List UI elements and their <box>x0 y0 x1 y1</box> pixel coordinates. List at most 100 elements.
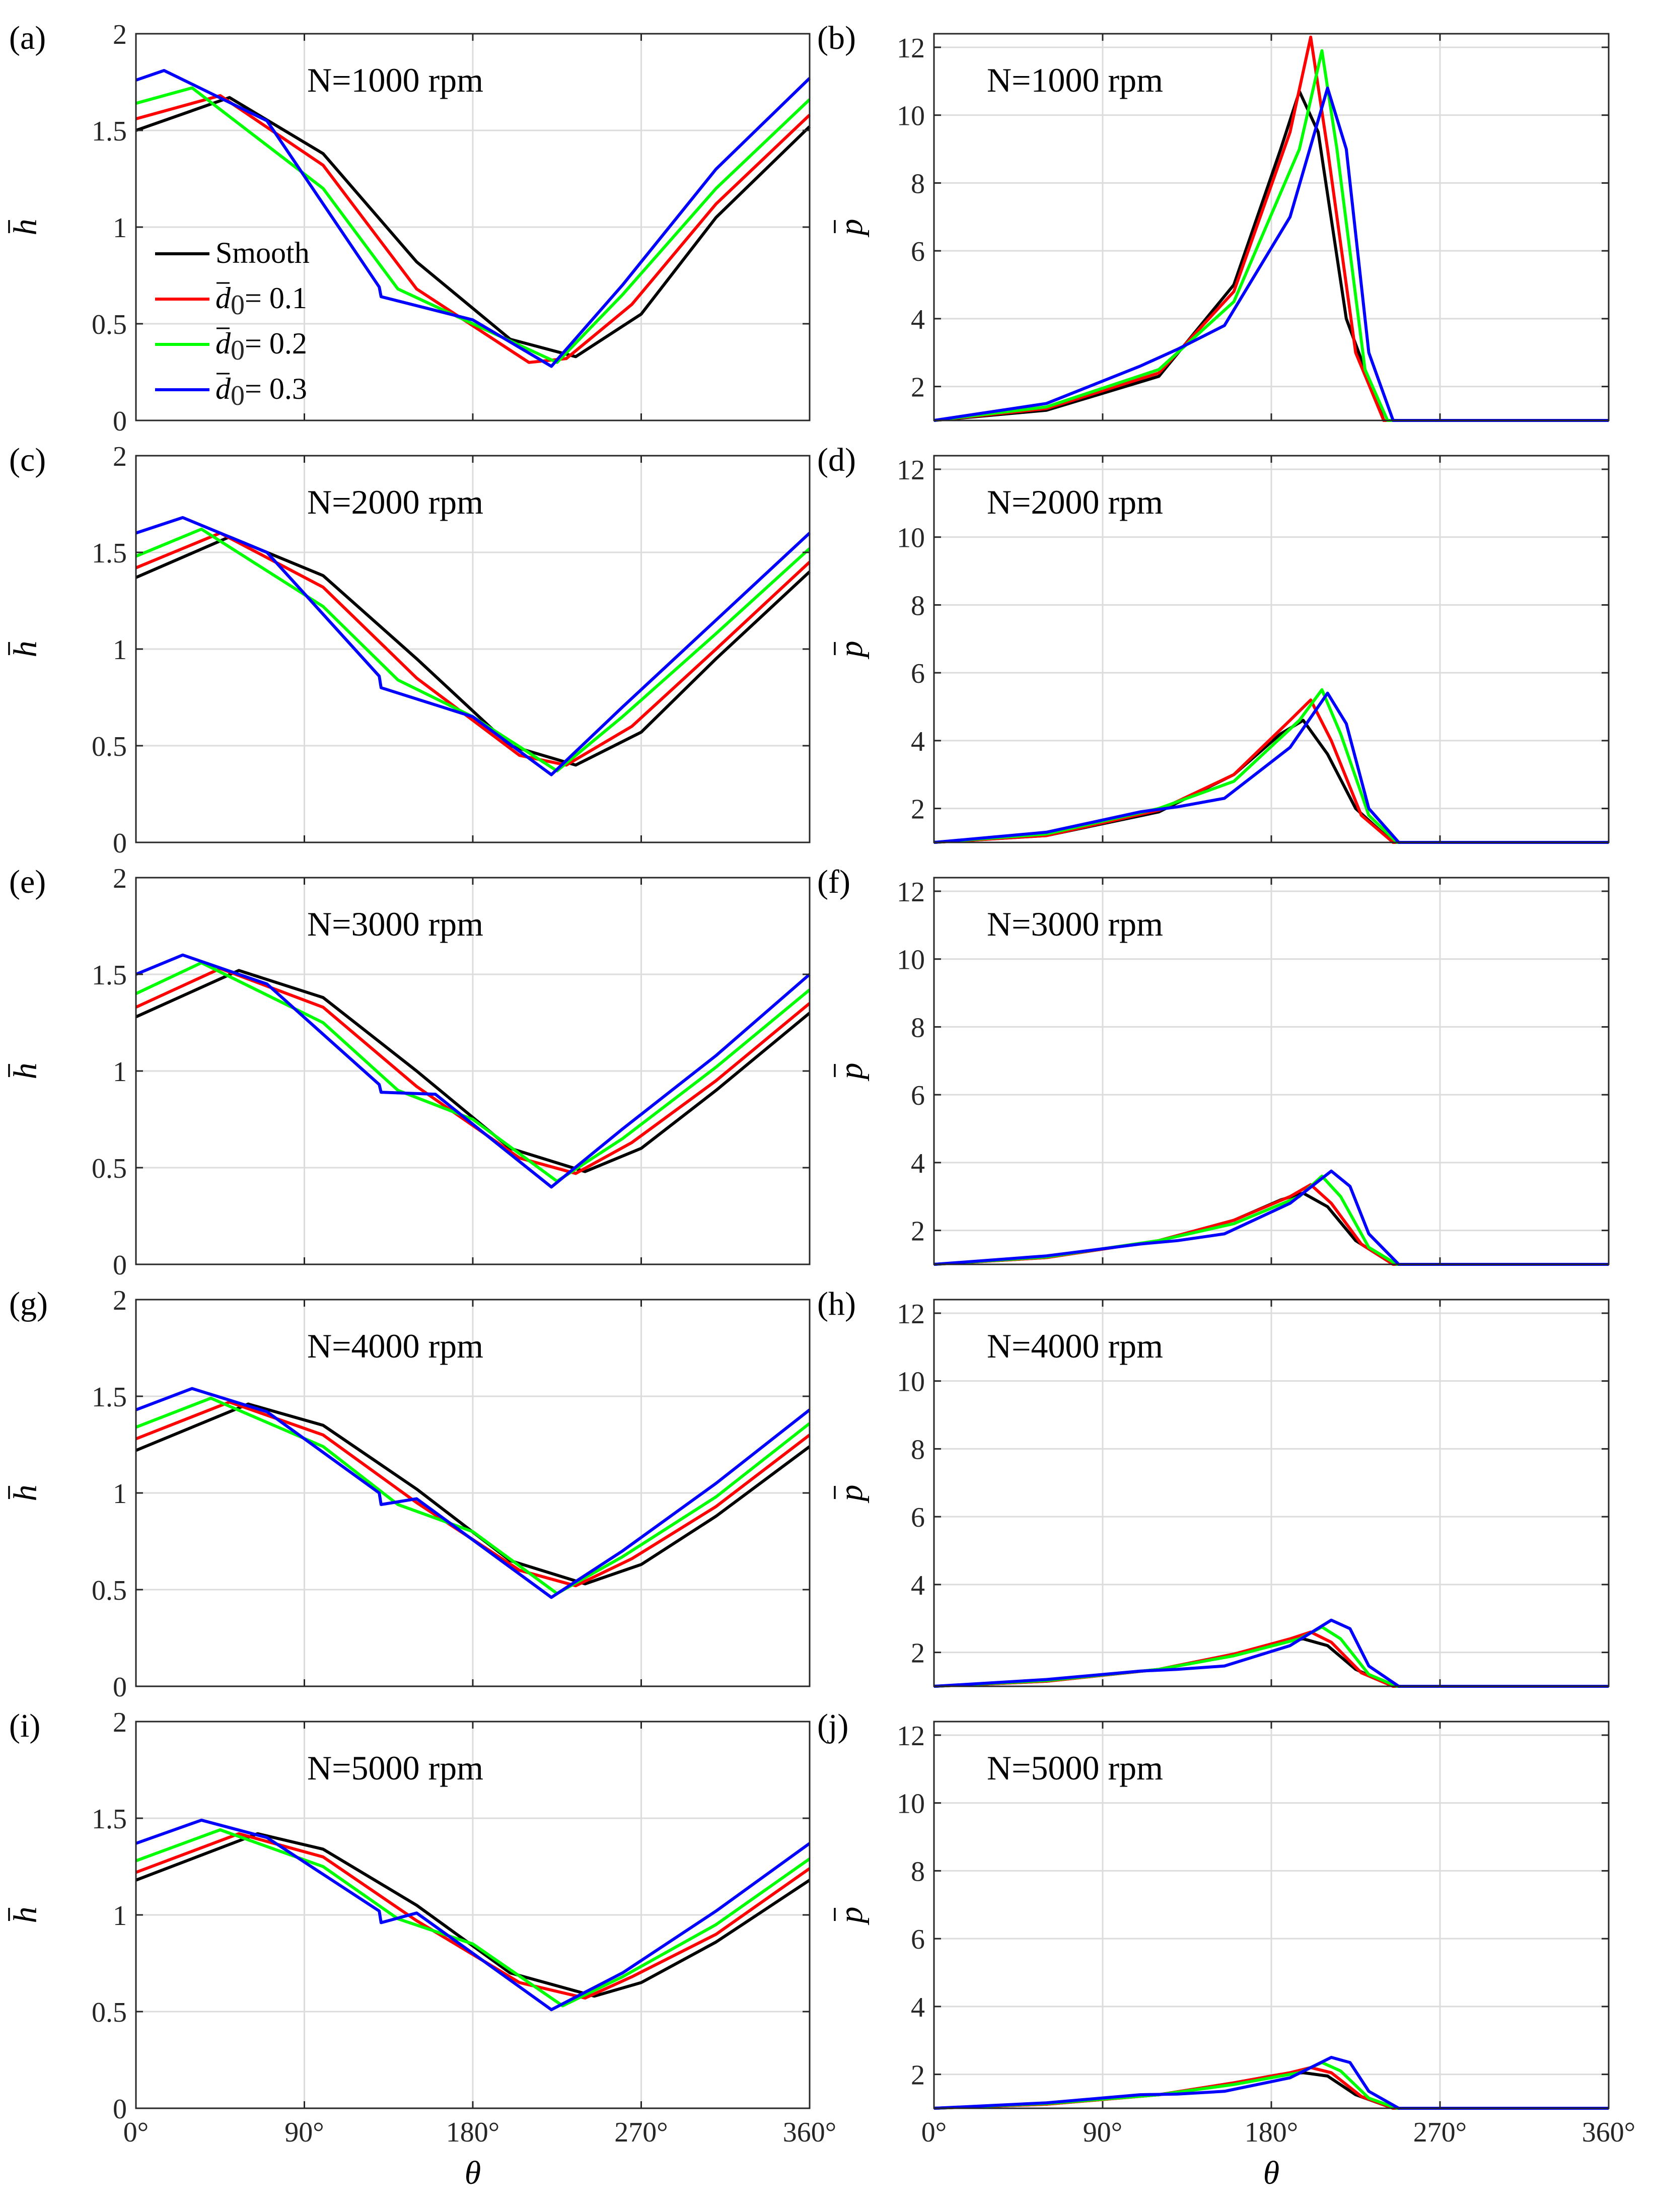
y-axis-label: h <box>7 641 44 658</box>
legend-symbol: d <box>215 327 231 360</box>
y-tick-label: 0 <box>113 406 127 437</box>
x-tick-label: 360° <box>783 2117 836 2148</box>
speed-annotation: N=3000 rpm <box>307 905 483 943</box>
panel-c: 0 0.5 1 1.5 2 h (c) N=2000 rpm <box>7 441 811 859</box>
speed-annotation: N=5000 rpm <box>307 1749 483 1787</box>
panel-j: 0° 90° 180° 270° 360° 2 4 6 8 10 12 p θ (j) N=5000 rpm <box>817 1707 1635 2191</box>
y-tick-label: 4 <box>911 726 925 757</box>
panel-b: 2 4 6 8 10 12 p (b) N=1000 rpm <box>817 20 1610 422</box>
y-tick-label: 0 <box>113 2094 127 2125</box>
y-tick-label: 8 <box>911 1434 925 1465</box>
legend-symbol: d <box>215 281 231 315</box>
y-axis-label-text: h <box>7 1063 44 1080</box>
y-tick-label: 2 <box>911 2060 925 2091</box>
panel-label: (h) <box>817 1286 856 1322</box>
x-axis-label: θ <box>465 2155 481 2191</box>
x-tick-label: 270° <box>1413 2117 1467 2148</box>
series-line-d0-0-3 <box>933 2055 1609 2110</box>
series-line-d0-0-1 <box>135 94 811 364</box>
y-tick-label: 0 <box>113 1672 127 1703</box>
series-line-d0-0-2 <box>933 49 1609 422</box>
series-line-d0-0-3 <box>933 1169 1609 1266</box>
y-axis-label: h <box>7 1907 44 1923</box>
series-line-d0-0-2 <box>135 86 811 364</box>
speed-annotation: N=3000 rpm <box>987 905 1163 943</box>
y-tick-label: 6 <box>911 1924 925 1955</box>
x-tick-label: 90° <box>1083 2117 1122 2148</box>
y-tick-label: 1 <box>113 1478 127 1510</box>
y-tick-label: 6 <box>911 236 925 267</box>
y-tick-label: 10 <box>897 1789 925 1820</box>
series-line-d0-0-1 <box>933 698 1609 844</box>
y-axis-label: p <box>833 1063 870 1082</box>
y-axis-label: p <box>833 1907 870 1925</box>
y-tick-label: 1.5 <box>92 1804 127 1835</box>
panel-label: (g) <box>9 1286 48 1322</box>
series-line-d0-0-3 <box>135 1818 811 2012</box>
y-tick-label: 12 <box>897 1721 925 1752</box>
legend-label: = 0.3 <box>245 372 307 405</box>
y-tick-label: 2 <box>911 372 925 403</box>
series-line-d0-0-3 <box>933 691 1609 844</box>
speed-annotation: N=1000 rpm <box>987 61 1163 99</box>
y-tick-label: 6 <box>911 1502 925 1533</box>
y-tick-label: 1 <box>113 1900 127 1932</box>
y-tick-label: 8 <box>911 590 925 621</box>
y-tick-label: 2 <box>113 441 127 472</box>
x-tick-label: 0° <box>123 2117 149 2148</box>
y-tick-label: 0.5 <box>92 731 127 762</box>
y-tick-label: 12 <box>897 455 925 486</box>
series-line-d0-0-2 <box>135 1828 811 2008</box>
series-line-d0-0-3 <box>135 953 811 1189</box>
y-tick-label: 2 <box>113 1707 127 1738</box>
panel-f: 2 4 6 8 10 12 p (f) N=3000 rpm <box>817 864 1610 1266</box>
panel-label: (d) <box>817 442 856 478</box>
y-tick-label: 10 <box>897 1367 925 1398</box>
x-axis-label: θ <box>1263 2155 1279 2191</box>
y-axis-label-text: p <box>833 219 870 238</box>
series-line-d0-0-3 <box>135 516 811 776</box>
y-tick-label: 0.5 <box>92 309 127 340</box>
series-line-d0-0-1 <box>135 531 811 767</box>
y-axis-label-text: h <box>7 641 44 658</box>
speed-annotation: N=1000 rpm <box>307 61 483 99</box>
y-tick-label: 2 <box>113 19 127 50</box>
panel-i: 0° 90° 180° 270° 360° 0 0.5 1 1.5 2 h θ (i) N=5000 rp… <box>7 1707 836 2191</box>
y-tick-label: 4 <box>911 1148 925 1179</box>
speed-annotation: N=5000 rpm <box>987 1749 1163 1787</box>
y-tick-label: 0.5 <box>92 1153 127 1184</box>
panel-h: 2 4 6 8 10 12 p (h) N=4000 rpm <box>817 1286 1610 1688</box>
panel-d: 2 4 6 8 10 12 p (d) N=2000 rpm <box>817 442 1610 844</box>
panel-label: (c) <box>9 442 46 478</box>
series-line-d0-0-3 <box>933 86 1609 422</box>
y-tick-label: 10 <box>897 101 925 132</box>
y-axis-label-text: p <box>833 1485 870 1504</box>
y-tick-label: 1.5 <box>92 1382 127 1413</box>
y-tick-label: 10 <box>897 945 925 976</box>
series-line-d0-0-2 <box>135 961 811 1183</box>
panel-label: (i) <box>9 1707 40 1744</box>
x-tick-label: 0° <box>921 2117 947 2148</box>
panel-e: 0 0.5 1 1.5 2 h (e) N=3000 rpm <box>7 863 811 1281</box>
panel-label: (b) <box>817 20 856 56</box>
series-line-d0-0-1 <box>135 1832 811 2000</box>
y-axis-label: h <box>7 1063 44 1080</box>
panel-label: (e) <box>9 864 46 900</box>
series-line-d0-0-3 <box>135 69 811 368</box>
y-tick-label: 1 <box>113 1056 127 1088</box>
y-tick-label: 8 <box>911 1012 925 1043</box>
y-tick-label: 1 <box>113 634 127 666</box>
speed-annotation: N=4000 rpm <box>307 1327 483 1365</box>
legend-subscript: 0 <box>231 335 245 366</box>
series-line-d0-0-1 <box>135 1400 811 1588</box>
y-tick-label: 1 <box>113 212 127 244</box>
y-tick-label: 12 <box>897 33 925 64</box>
y-tick-label: 6 <box>911 1080 925 1111</box>
y-axis-label: p <box>833 641 870 660</box>
